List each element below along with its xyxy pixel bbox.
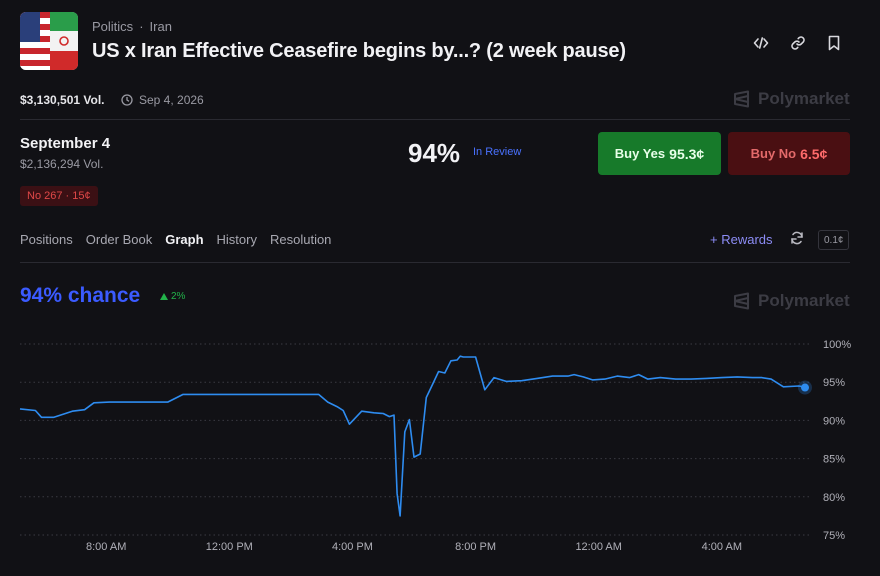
- end-date: Sep 4, 2026: [121, 93, 204, 107]
- y-tick-label: 80%: [823, 492, 845, 504]
- bookmark-button[interactable]: [823, 32, 845, 54]
- refresh-icon: [791, 231, 803, 245]
- total-volume: $3,130,501 Vol.: [20, 93, 105, 107]
- current-point: [801, 383, 809, 392]
- copy-link-button[interactable]: [787, 32, 809, 54]
- embed-code-button[interactable]: [750, 32, 772, 54]
- buy-yes-price: 95.3¢: [669, 145, 705, 162]
- breadcrumb-subcategory[interactable]: Iran: [149, 19, 172, 34]
- polymarket-icon: [734, 90, 749, 108]
- x-tick-label: 12:00 AM: [575, 541, 621, 553]
- tab-graph[interactable]: Graph: [165, 232, 204, 247]
- market-flag-icon: [20, 12, 78, 70]
- refresh-button[interactable]: [790, 231, 806, 247]
- end-date-text: Sep 4, 2026: [139, 93, 204, 107]
- x-tick-label: 8:00 AM: [86, 541, 126, 553]
- series-line: [19, 355, 809, 517]
- y-tick-label: 85%: [823, 454, 845, 466]
- y-tick-label: 100%: [823, 339, 851, 351]
- x-tick-label: 8:00 PM: [455, 541, 496, 553]
- buy-no-price: 6.5¢: [800, 145, 828, 162]
- tick-size-toggle[interactable]: 0.1¢: [818, 230, 850, 250]
- buy-no-button[interactable]: Buy No 6.5¢: [728, 132, 850, 175]
- buy-yes-button[interactable]: Buy Yes 95.3¢: [598, 132, 721, 175]
- polymarket-logo: Polymarket: [733, 89, 850, 109]
- rewards-button[interactable]: + Rewards: [710, 232, 773, 247]
- y-tick-label: 90%: [823, 415, 845, 427]
- bookmark-icon: [828, 35, 840, 51]
- x-tick-label: 12:00 PM: [206, 541, 253, 553]
- y-tick-label: 95%: [823, 377, 845, 389]
- buy-yes-label: Buy Yes: [614, 146, 666, 161]
- polymarket-watermark: Polymarket: [733, 291, 850, 311]
- tab-history[interactable]: History: [216, 232, 257, 247]
- market-probability: 94%: [408, 138, 461, 168]
- market-name: September 4: [20, 135, 111, 152]
- clock-icon: [121, 94, 133, 106]
- tabs-divider: [20, 262, 850, 263]
- chance-change-value: 2%: [171, 291, 186, 302]
- y-tick-label: 75%: [823, 530, 845, 542]
- tab-order-book[interactable]: Order Book: [85, 232, 153, 247]
- x-tick-label: 4:00 PM: [332, 541, 373, 553]
- market-tabs: Positions Order Book Graph History Resol…: [20, 232, 331, 247]
- buy-no-label: Buy No: [750, 146, 797, 161]
- breadcrumb: Politics · Iran: [92, 19, 172, 34]
- tab-positions[interactable]: Positions: [20, 232, 73, 247]
- tab-resolution[interactable]: Resolution: [269, 232, 332, 247]
- market-volume: $2,136,294 Vol.: [20, 157, 104, 171]
- position-badge[interactable]: No 267 · 15¢: [20, 186, 98, 206]
- chance-label: 94% chance: [20, 284, 141, 307]
- page-title: US x Iran Effective Ceasefire begins by.…: [92, 40, 626, 62]
- chance-change: 2%: [160, 291, 185, 302]
- polymarket-icon: [734, 292, 749, 310]
- probability-chart[interactable]: 100% 95% 90% 85% 80% 75% 8:00 AM 12:00 PM 4:00 P…: [0, 330, 880, 560]
- x-tick-label: 4:00 AM: [702, 541, 742, 553]
- breadcrumb-category[interactable]: Politics: [92, 19, 134, 34]
- link-icon: [791, 36, 805, 50]
- header-divider: [20, 119, 850, 120]
- triangle-up-icon: [160, 293, 168, 300]
- code-icon: [753, 37, 769, 49]
- status-badge: In Review: [473, 146, 522, 158]
